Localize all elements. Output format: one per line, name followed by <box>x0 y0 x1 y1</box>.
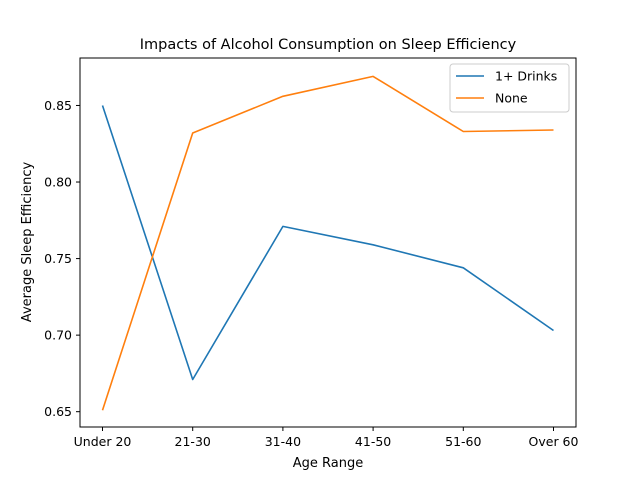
x-axis-label: Age Range <box>293 456 363 471</box>
plot-lines <box>101 75 554 411</box>
chart-title: Impacts of Alcohol Consumption on Sleep … <box>140 37 517 53</box>
x-tick-label: 41-50 <box>355 434 391 449</box>
x-tick-label: Under 20 <box>74 434 132 449</box>
x-axis: Under 20 21-30 31-40 41-50 51-60 Over 60 <box>74 427 579 449</box>
x-tick-label: Over 60 <box>529 434 579 449</box>
x-tick-label: 31-40 <box>265 434 301 449</box>
legend: 1+ Drinks None <box>449 63 570 113</box>
y-axis: 0.65 0.70 0.75 0.80 0.85 <box>44 98 80 419</box>
y-tick-label: 0.80 <box>44 175 72 190</box>
series-line-none <box>101 75 554 411</box>
y-tick-label: 0.75 <box>44 251 72 266</box>
y-tick-label: 0.65 <box>44 404 72 419</box>
legend-label: None <box>495 91 528 106</box>
y-tick-label: 0.85 <box>44 98 72 113</box>
x-tick-label: 21-30 <box>175 434 211 449</box>
plot-area-frame <box>79 57 577 428</box>
legend-label: 1+ Drinks <box>495 69 557 84</box>
series-line-1-drinks <box>101 105 554 381</box>
y-axis-label: Average Sleep Efficiency <box>20 162 35 323</box>
x-tick-label: 51-60 <box>445 434 481 449</box>
y-tick-label: 0.70 <box>44 328 72 343</box>
